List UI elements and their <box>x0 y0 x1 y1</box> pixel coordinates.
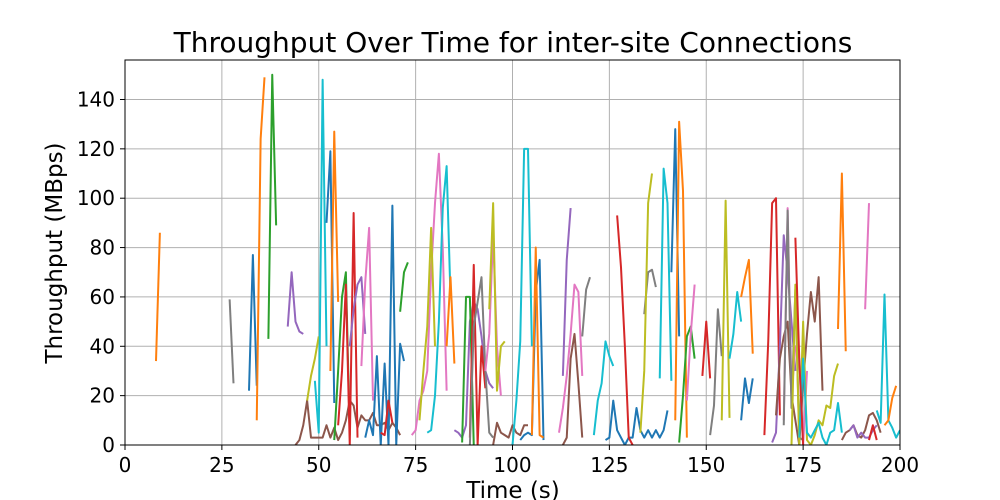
series-line-32 <box>561 208 572 376</box>
series-line-53 <box>771 234 797 443</box>
series-line-61 <box>840 411 882 441</box>
series-line-35 <box>581 276 591 337</box>
series-line-45 <box>685 284 696 401</box>
y-tick-label: 0 <box>102 433 115 457</box>
x-tick-label: 150 <box>687 453 725 477</box>
y-tick-label: 80 <box>90 236 115 260</box>
x-tick-label: 100 <box>493 453 531 477</box>
series-line-31 <box>530 246 545 439</box>
series-line-16 <box>380 399 394 437</box>
series-line-57 <box>790 283 839 445</box>
x-axis-label: Time (s) <box>465 478 560 500</box>
series-line-63 <box>864 203 870 310</box>
x-tick-label: 200 <box>881 453 919 477</box>
series-line-7 <box>306 336 320 401</box>
series-line-41 <box>658 167 673 381</box>
series-line-8 <box>313 78 328 434</box>
series-line-47 <box>701 320 712 379</box>
y-tick-label: 100 <box>77 186 115 210</box>
series-line-34 <box>561 332 584 445</box>
x-tick-label: 50 <box>306 453 331 477</box>
series-line-20 <box>426 165 452 434</box>
series-line-48 <box>720 199 731 421</box>
x-tick-label: 75 <box>403 453 428 477</box>
x-tick-label: 0 <box>119 453 132 477</box>
series-line-46 <box>709 308 723 436</box>
y-tick-label: 40 <box>90 334 115 358</box>
series-line-50 <box>740 377 754 421</box>
series-line-15 <box>364 204 405 445</box>
y-tick-label: 140 <box>77 87 115 111</box>
series-line-51 <box>740 258 754 354</box>
series-line-55 <box>782 207 808 445</box>
series-line-4 <box>267 73 278 339</box>
y-tick-label: 20 <box>90 384 115 408</box>
series-line-6 <box>294 399 402 445</box>
series-line-43 <box>674 120 688 438</box>
y-tick-label: 120 <box>77 137 115 161</box>
series-line-59 <box>794 237 805 445</box>
series-line-13 <box>348 276 367 347</box>
series-line-5 <box>286 271 304 335</box>
y-axis-ticks: 0 20 40 60 80 100 120 140 <box>77 87 125 457</box>
series-line-2 <box>248 253 258 391</box>
x-tick-label: 25 <box>209 453 234 477</box>
series-line-66 <box>883 385 898 426</box>
series-line-28 <box>492 421 528 445</box>
x-tick-label: 125 <box>590 453 628 477</box>
series-line-9 <box>325 150 336 404</box>
series-line-64 <box>868 424 878 441</box>
chart-title: Throughput Over Time for inter-site Conn… <box>173 26 853 59</box>
plot-area <box>155 73 900 445</box>
y-axis-label: Throughput (MBps) <box>42 142 68 364</box>
series-line-25 <box>468 276 494 445</box>
series-line-29 <box>511 147 533 445</box>
series-line-33 <box>558 283 584 433</box>
series-line-54 <box>775 276 824 445</box>
series-line-52 <box>763 197 781 436</box>
series-line-0 <box>155 232 161 362</box>
y-tick-label: 60 <box>90 285 115 309</box>
series-line-1 <box>228 299 235 384</box>
series-line-18 <box>410 152 448 436</box>
x-tick-label: 175 <box>784 453 822 477</box>
series-layer <box>155 73 900 445</box>
series-line-49 <box>728 290 743 359</box>
series-line-21 <box>445 276 456 364</box>
series-line-17 <box>399 262 409 312</box>
series-line-10 <box>329 130 340 371</box>
series-line-44 <box>678 325 696 443</box>
series-line-14 <box>360 226 374 401</box>
series-line-24 <box>468 263 487 445</box>
series-line-37 <box>604 399 669 445</box>
x-axis-ticks: 0 25 50 75 100 125 150 175 200 <box>119 445 919 477</box>
series-line-38 <box>616 215 634 445</box>
series-line-27 <box>488 202 506 392</box>
series-line-60 <box>837 172 847 352</box>
series-line-58 <box>798 357 843 445</box>
series-line-19 <box>418 226 436 421</box>
series-line-40 <box>639 173 653 433</box>
series-line-36 <box>592 340 615 436</box>
series-line-12 <box>337 212 359 445</box>
series-line-3 <box>255 77 266 421</box>
